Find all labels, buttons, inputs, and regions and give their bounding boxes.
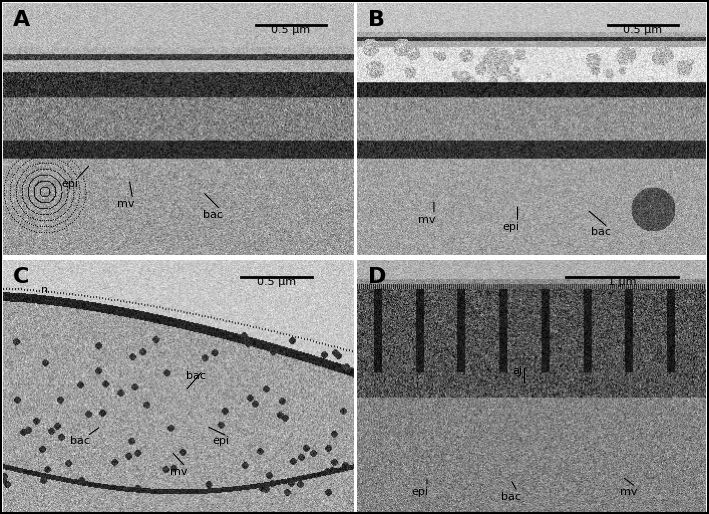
Text: n: n xyxy=(41,285,48,295)
Text: B: B xyxy=(368,10,385,30)
Text: mv: mv xyxy=(620,487,637,497)
Text: epi: epi xyxy=(411,487,428,497)
Text: mv: mv xyxy=(169,467,187,476)
Text: epi: epi xyxy=(502,222,519,232)
Text: aj: aj xyxy=(513,365,523,376)
Text: 0.5 μm: 0.5 μm xyxy=(623,25,662,35)
Text: mv: mv xyxy=(418,215,436,225)
Text: A: A xyxy=(13,10,30,30)
Text: 1 μm: 1 μm xyxy=(608,278,636,287)
Text: mv: mv xyxy=(117,199,135,210)
Text: D: D xyxy=(368,267,386,287)
Text: bac: bac xyxy=(186,371,206,381)
Text: epi: epi xyxy=(212,436,229,446)
Text: C: C xyxy=(13,267,30,287)
Text: 0.5 μm: 0.5 μm xyxy=(257,278,296,287)
Text: bac: bac xyxy=(501,492,520,502)
Text: bac: bac xyxy=(70,436,90,446)
Text: epi: epi xyxy=(61,179,78,189)
Text: bac: bac xyxy=(203,210,223,219)
Text: 0.5 μm: 0.5 μm xyxy=(271,25,310,35)
Text: bac: bac xyxy=(591,227,611,237)
